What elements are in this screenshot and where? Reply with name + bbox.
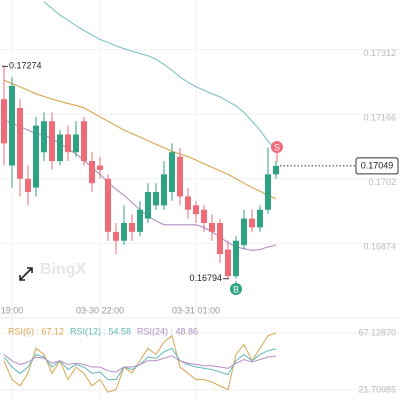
candle-body — [97, 165, 103, 170]
candle-body — [217, 223, 223, 254]
watermark: BingX — [40, 261, 87, 278]
last-price-label: 0.17049 — [361, 160, 394, 170]
x-tick-label: 03-30 22:00 — [76, 305, 124, 315]
candle-body — [265, 174, 271, 210]
legend-entry: RSI(12) : 54.58 — [70, 326, 131, 336]
candle-body — [161, 174, 167, 206]
last-price-box — [355, 157, 399, 175]
candle-body — [17, 107, 23, 179]
candle-body — [249, 218, 255, 228]
candle-body — [169, 152, 175, 193]
x-tick-label: 19:00 — [1, 305, 24, 315]
expand-head — [19, 275, 25, 281]
y-tick-label: 0.17312 — [363, 48, 396, 58]
candle-body — [81, 121, 87, 162]
buy-marker — [230, 283, 242, 295]
candle-body — [225, 249, 231, 277]
candle-body — [257, 209, 263, 228]
candle-body — [65, 134, 71, 153]
expand-arrow — [19, 267, 33, 281]
candle-body — [137, 209, 143, 232]
candle-body — [209, 223, 215, 232]
candle-body — [233, 240, 239, 277]
candle-body — [177, 156, 183, 197]
legend-entry: RSI(6) : 67.12 — [8, 326, 64, 336]
y-tick-label: 67.12870 — [358, 327, 396, 337]
candle-body — [185, 196, 191, 210]
expand-head — [27, 267, 33, 273]
candle-body — [241, 218, 247, 246]
candle-body — [9, 85, 15, 166]
candle-body — [153, 192, 159, 206]
indicator-line — [3, 79, 277, 200]
candle-body — [193, 205, 199, 215]
y-tick-label: 0.1702 — [368, 177, 396, 187]
sell-marker — [271, 141, 283, 153]
candle-body — [41, 121, 47, 153]
low-label: 0.16794 — [189, 273, 222, 283]
candle-body — [121, 223, 127, 241]
candle-body — [57, 134, 63, 162]
y-tick-label: 0.16874 — [363, 242, 396, 252]
candle-body — [105, 178, 111, 232]
high-label: 0.17274 — [9, 61, 42, 71]
x-tick-label: 03-31 01:00 — [172, 305, 220, 315]
sell-marker-label: S — [274, 142, 280, 152]
y-tick-label: 21.70985 — [358, 384, 396, 394]
y-tick-label: 0.17166 — [363, 113, 396, 123]
indicator-line — [43, 1, 277, 151]
candle-body — [25, 178, 31, 193]
indicator-line — [3, 354, 277, 373]
candle-body — [129, 223, 135, 232]
candle-body — [89, 161, 95, 184]
indicator-line — [3, 332, 277, 393]
candle-body — [113, 231, 119, 241]
buy-marker-label: B — [233, 284, 239, 294]
expand-icon[interactable] — [19, 267, 33, 281]
candle-body — [73, 134, 79, 153]
candle-body — [49, 121, 55, 162]
candle-body — [1, 99, 7, 144]
legend-entry: RSI(24) : 48.86 — [137, 326, 198, 336]
candle-body — [33, 125, 39, 188]
candle-body — [201, 209, 207, 224]
candle-body — [145, 192, 151, 219]
candle-body — [273, 165, 279, 175]
